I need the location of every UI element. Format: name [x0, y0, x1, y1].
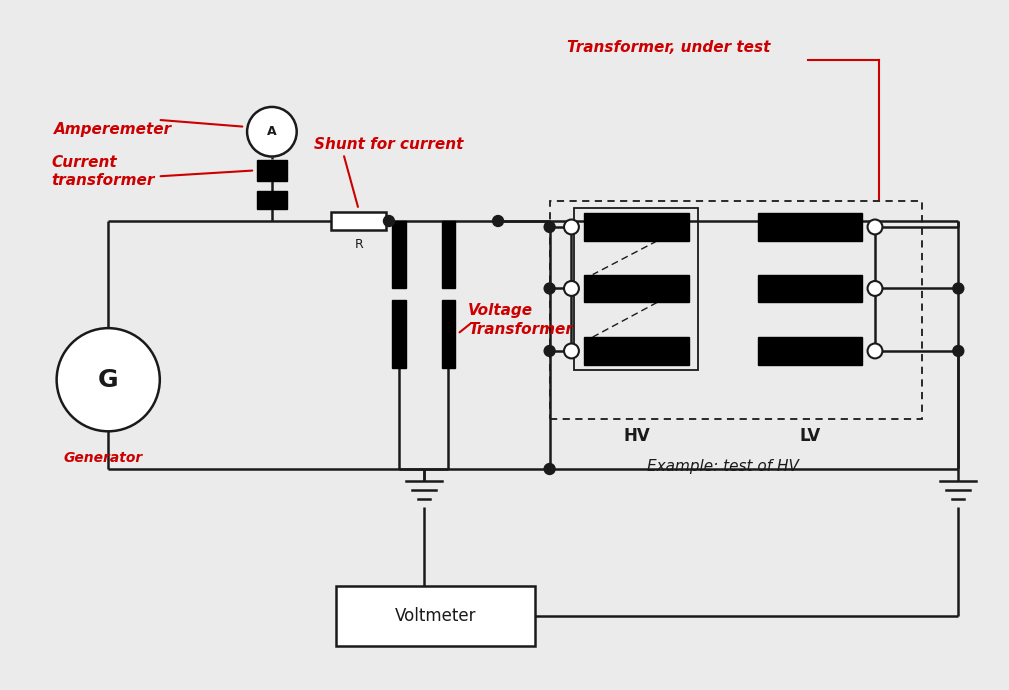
Text: Voltmeter: Voltmeter [395, 607, 476, 625]
Circle shape [868, 219, 883, 235]
Text: HV: HV [623, 427, 650, 445]
Bar [758, 213, 862, 241]
Bar [257, 191, 287, 209]
Circle shape [564, 344, 579, 358]
Circle shape [868, 281, 883, 296]
Circle shape [544, 346, 555, 357]
Circle shape [544, 283, 555, 294]
Text: Generator: Generator [64, 451, 143, 465]
Circle shape [57, 328, 159, 431]
Text: R: R [354, 238, 363, 251]
Text: A: A [267, 125, 276, 138]
Text: Current
transformer: Current transformer [51, 155, 155, 188]
Circle shape [564, 219, 579, 235]
Bar [442, 300, 455, 368]
Circle shape [492, 215, 503, 226]
Bar [550, 201, 921, 420]
Circle shape [544, 221, 555, 233]
Bar [331, 212, 386, 230]
Text: Shunt for current: Shunt for current [314, 137, 463, 152]
Bar [257, 159, 287, 181]
Bar [442, 221, 455, 288]
Text: Transformer, under test: Transformer, under test [567, 40, 771, 55]
Text: Example: test of HV: Example: test of HV [648, 459, 799, 474]
Text: G: G [98, 368, 118, 392]
Bar [391, 300, 406, 368]
Text: Voltage
Transformer: Voltage Transformer [468, 304, 573, 337]
Bar [584, 337, 688, 365]
Circle shape [564, 281, 579, 296]
Bar [758, 337, 862, 365]
Bar [391, 221, 406, 288]
Bar [336, 586, 535, 646]
Circle shape [868, 344, 883, 358]
Circle shape [383, 215, 395, 226]
Bar [574, 208, 698, 370]
Text: Amperemeter: Amperemeter [53, 122, 172, 137]
Text: LV: LV [799, 427, 820, 445]
Bar [584, 213, 688, 241]
Bar [584, 275, 688, 302]
Circle shape [952, 346, 964, 357]
Bar [758, 275, 862, 302]
Circle shape [544, 464, 555, 475]
Circle shape [247, 107, 297, 157]
Circle shape [952, 283, 964, 294]
